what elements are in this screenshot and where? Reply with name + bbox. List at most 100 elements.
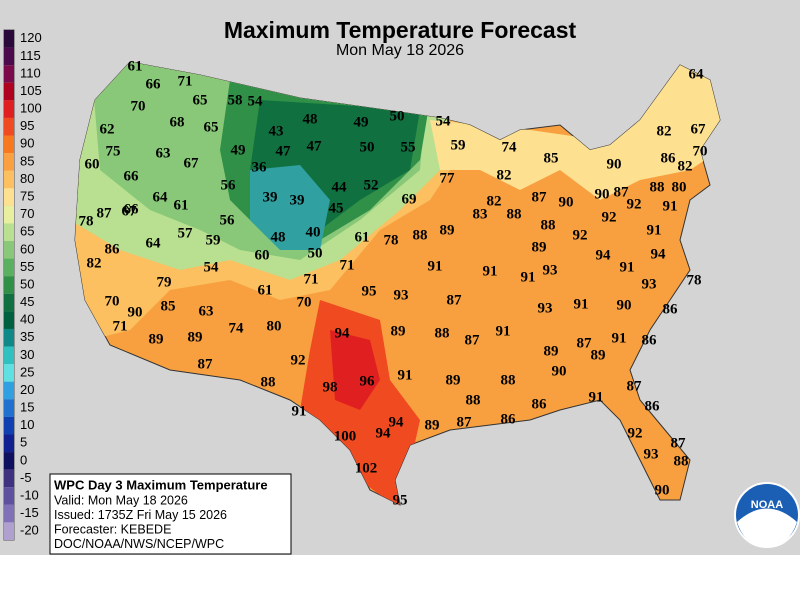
- temperature-label: 64: [153, 189, 169, 205]
- temperature-label: 95: [362, 283, 377, 299]
- temperature-label: 90: [655, 482, 670, 498]
- temperature-label: 87: [97, 205, 113, 221]
- legend-label: 35: [20, 329, 34, 344]
- temperature-label: 68: [170, 114, 185, 130]
- temperature-label: 92: [291, 352, 306, 368]
- legend-label: 45: [20, 294, 34, 309]
- legend-label: 105: [20, 83, 42, 98]
- legend-swatch: [4, 311, 14, 329]
- info-line: Valid: Mon May 18 2026: [54, 493, 188, 507]
- temperature-label: 91: [428, 258, 443, 274]
- temperature-label: 43: [269, 123, 284, 139]
- temperature-label: 47: [307, 138, 323, 154]
- temperature-label: 87: [457, 414, 473, 430]
- legend-swatch: [4, 241, 14, 259]
- temperature-label: 49: [231, 142, 246, 158]
- temperature-label: 92: [628, 425, 643, 441]
- temperature-label: 58: [228, 92, 243, 108]
- temperature-label: 61: [258, 282, 273, 298]
- logo-text: NOAA: [751, 499, 783, 511]
- temperature-label: 87: [198, 356, 214, 372]
- temperature-label: 94: [376, 425, 392, 441]
- temperature-label: 39: [263, 189, 278, 205]
- temperature-label: 96: [360, 373, 376, 389]
- temperature-label: 75: [106, 143, 121, 159]
- temperature-label: 85: [161, 298, 176, 314]
- temperature-label: 50: [390, 108, 405, 124]
- temperature-label: 93: [538, 300, 553, 316]
- temperature-label: 86: [663, 301, 679, 317]
- info-line: DOC/NOAA/NWS/NCEP/WPC: [54, 537, 224, 551]
- temperature-label: 94: [335, 325, 351, 341]
- temperature-label: 62: [100, 121, 115, 137]
- info-line: Forecaster: KEBEDE: [54, 522, 171, 536]
- temperature-label: 83: [473, 206, 488, 222]
- temperature-label: 86: [645, 398, 661, 414]
- temperature-label: 94: [389, 414, 405, 430]
- temperature-label: 74: [229, 320, 245, 336]
- temperature-label: 71: [340, 257, 355, 273]
- temperature-label: 63: [156, 145, 171, 161]
- temperature-label: 88: [466, 392, 481, 408]
- legend-swatch: [4, 434, 14, 453]
- temperature-label: 88: [674, 453, 689, 469]
- temperature-label: 55: [401, 139, 416, 155]
- logo-wave: [737, 508, 797, 547]
- temperature-label: 82: [87, 255, 102, 271]
- temperature-label: 86: [661, 150, 677, 166]
- temperature-label: 91: [647, 222, 662, 238]
- temperature-label: 89: [425, 417, 440, 433]
- temperature-label: 80: [267, 318, 282, 334]
- temperature-label: 66: [146, 76, 162, 92]
- legend-label: 5: [20, 435, 27, 450]
- temperature-label: 89: [446, 372, 461, 388]
- legend-swatch: [4, 293, 14, 312]
- temperature-label: 82: [487, 193, 502, 209]
- temperature-label: 61: [174, 197, 189, 213]
- temperature-label: 69: [402, 191, 417, 207]
- legend-label: 75: [20, 189, 34, 204]
- legend-swatch: [4, 258, 14, 277]
- temperature-label: 66: [124, 168, 140, 184]
- temperature-label: 91: [521, 269, 536, 285]
- legend-swatch: [4, 188, 14, 206]
- temperature-label: 89: [440, 222, 455, 238]
- legend-swatch: [4, 487, 14, 505]
- temperature-label: 50: [360, 139, 375, 155]
- temperature-label: 54: [204, 259, 220, 275]
- temperature-label: 67: [691, 121, 707, 137]
- temperature-label: 80: [672, 179, 687, 195]
- legend-label: -20: [20, 523, 39, 538]
- temperature-label: 64: [689, 66, 705, 82]
- temperature-label: 61: [355, 229, 370, 245]
- temperature-label: 89: [532, 239, 547, 255]
- temperature-label: 93: [644, 446, 659, 462]
- legend-swatch: [4, 381, 14, 400]
- legend-swatch: [4, 276, 14, 294]
- temperature-label: 87: [532, 189, 548, 205]
- temperature-label: 87: [627, 378, 643, 394]
- temperature-label: 66: [124, 201, 140, 217]
- temperature-label: 67: [122, 203, 138, 219]
- temperature-label: 59: [206, 232, 221, 248]
- temperature-label: 82: [497, 167, 512, 183]
- temperature-label: 87: [671, 435, 687, 451]
- temperature-label: 49: [354, 114, 369, 130]
- temperature-label: 64: [146, 235, 162, 251]
- legend-label: 0: [20, 452, 27, 467]
- temperature-label: 88: [413, 227, 428, 243]
- legend-swatch: [4, 328, 14, 347]
- temperature-label: 78: [79, 213, 94, 229]
- temperature-label: 88: [507, 206, 522, 222]
- legend-label: 85: [20, 153, 34, 168]
- temperature-label: 67: [184, 155, 200, 171]
- temperature-label: 90: [552, 363, 567, 379]
- temperature-label: 78: [384, 232, 399, 248]
- temperature-label: 89: [544, 343, 559, 359]
- temperature-label: 86: [642, 332, 658, 348]
- temperature-label: 91: [496, 323, 511, 339]
- temperature-label: 88: [435, 325, 450, 341]
- legend-label: 20: [20, 382, 34, 397]
- temperature-label: 87: [447, 292, 463, 308]
- legend-swatch: [4, 135, 14, 154]
